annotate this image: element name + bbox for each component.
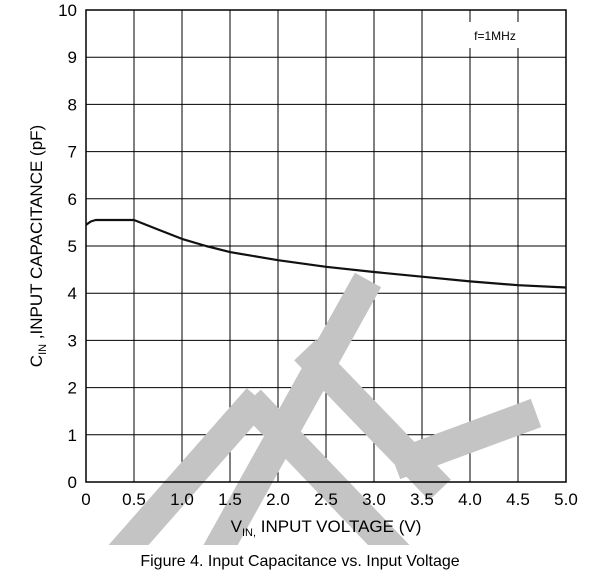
x-tick-label-5: 2.5 <box>314 490 338 509</box>
x-tick-label-1: 0.5 <box>122 490 146 509</box>
y-tick-label-3: 3 <box>68 331 77 350</box>
x-axis-title: VIN, INPUT VOLTAGE (V) <box>231 517 422 539</box>
frequency-note-box <box>454 21 536 48</box>
y-tick-labels: 0 1 2 3 4 5 6 7 8 9 10 <box>58 1 77 492</box>
figure-caption: Figure 4. Input Capacitance vs. Input Vo… <box>140 553 460 570</box>
x-tick-label-10: 5.0 <box>554 490 578 509</box>
y-axis-title-subscript: IN <box>37 344 49 355</box>
watermark <box>108 272 542 545</box>
y-tick-label-9: 9 <box>68 48 77 67</box>
x-tick-label-6: 3.0 <box>362 490 386 509</box>
x-tick-label-8: 4.0 <box>458 490 482 509</box>
watermark-stroke-2 <box>239 389 410 545</box>
y-tick-label-1: 1 <box>68 426 77 445</box>
y-tick-label-4: 4 <box>68 284 77 303</box>
y-axis-title: CIN ,INPUT CAPACITANCE (pF) <box>27 125 49 367</box>
y-tick-label-5: 5 <box>68 237 77 256</box>
y-axis-title-main: C <box>27 355 46 367</box>
x-tick-label-0: 0 <box>81 490 90 509</box>
y-tick-label-8: 8 <box>68 95 77 114</box>
y-tick-label-2: 2 <box>68 379 77 398</box>
y-axis-title-rest: ,INPUT CAPACITANCE (pF) <box>27 125 46 344</box>
y-tick-label-0: 0 <box>68 473 77 492</box>
frequency-note: f=1MHz <box>454 21 536 48</box>
x-axis-title-subscript: IN, <box>242 527 256 539</box>
x-tick-label-4: 2.0 <box>266 490 290 509</box>
capacitance-chart: 0 0.5 1.0 1.5 2.0 2.5 3.0 3.5 4.0 4.5 5.0 0 1 2 3 4 5 6 7… <box>27 1 578 545</box>
x-axis-title-main: V <box>231 517 243 536</box>
x-axis-title-rest: INPUT VOLTAGE (V) <box>256 517 421 536</box>
series-layer <box>85 218 567 289</box>
frequency-note-text: f=1MHz <box>474 29 516 43</box>
y-tick-label-10: 10 <box>58 1 77 20</box>
x-tick-label-7: 3.5 <box>410 490 434 509</box>
x-tick-label-2: 1.0 <box>170 490 194 509</box>
y-tick-label-6: 6 <box>68 190 77 209</box>
plot-frame <box>85 9 567 483</box>
x-tick-labels: 0 0.5 1.0 1.5 2.0 2.5 3.0 3.5 4.0 4.5 5.0 <box>81 490 578 509</box>
grid-lines <box>85 9 567 483</box>
series-line-0 <box>85 218 567 289</box>
x-tick-label-9: 4.5 <box>506 490 530 509</box>
y-tick-label-7: 7 <box>68 143 77 162</box>
watermark-stroke-4 <box>389 398 542 480</box>
watermark-stroke-0 <box>108 388 270 545</box>
x-tick-label-3: 1.5 <box>218 490 242 509</box>
